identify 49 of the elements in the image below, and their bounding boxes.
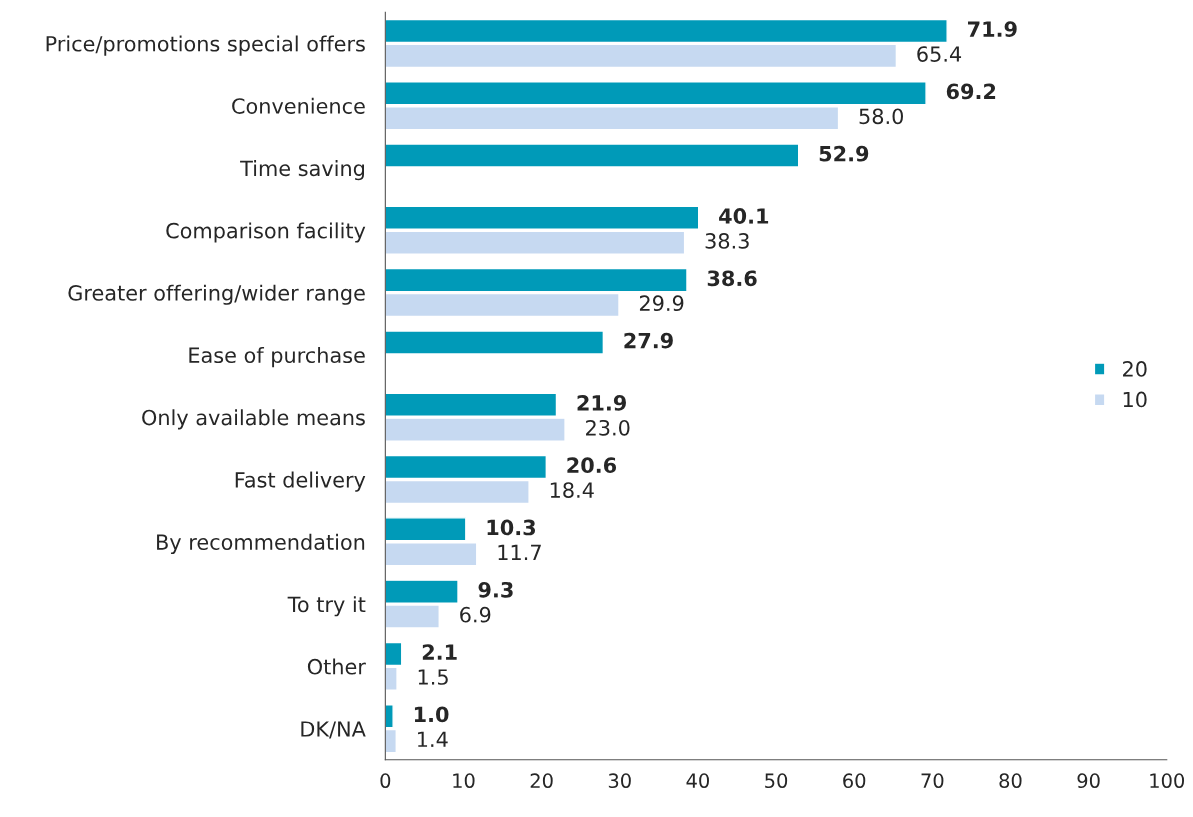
data-label: 1.0 bbox=[414, 706, 449, 723]
data-label: 71.9 bbox=[968, 21, 1017, 37]
x-tick-label: 80 bbox=[999, 773, 1022, 789]
x-tick-label: 10 bbox=[453, 773, 475, 789]
data-label: 20.6 bbox=[567, 457, 617, 474]
y-tick-label: Other bbox=[307, 658, 366, 675]
data-label: 9.3 bbox=[478, 581, 513, 598]
data-label: 58.0 bbox=[859, 108, 904, 125]
data-label: 2.1 bbox=[422, 644, 457, 660]
data-label: 69.2 bbox=[946, 83, 996, 100]
data-label: 1.5 bbox=[418, 669, 448, 685]
bar bbox=[385, 143, 800, 168]
x-tick-label: 70 bbox=[921, 773, 944, 789]
x-tick-label: 50 bbox=[765, 773, 788, 789]
y-tick-label: Ease of purchase bbox=[189, 346, 365, 368]
x-tick-label: 60 bbox=[843, 773, 866, 789]
y-tick-label: By recommendation bbox=[157, 533, 365, 555]
x-tick-label: 100 bbox=[1150, 773, 1185, 789]
y-tick-label: Comparison facility bbox=[166, 222, 366, 243]
x-tick-label: 30 bbox=[608, 773, 631, 789]
data-label: 52.9 bbox=[819, 145, 869, 162]
y-tick-label: Fast delivery bbox=[235, 471, 366, 492]
data-label: 38.6 bbox=[707, 270, 757, 287]
x-tick-label: 90 bbox=[1077, 773, 1100, 789]
x-tick-label: 40 bbox=[686, 773, 709, 789]
data-label: 10.3 bbox=[487, 519, 536, 536]
y-tick-label: Greater offering/wider range bbox=[68, 284, 365, 305]
data-label: 23.0 bbox=[586, 419, 630, 436]
y-tick-label: Only available means bbox=[142, 409, 365, 430]
data-label: 1.4 bbox=[418, 731, 448, 747]
data-label: 40.1 bbox=[719, 208, 769, 224]
y-tick-label: To try it bbox=[287, 596, 366, 617]
y-tick-label: Time saving bbox=[240, 160, 364, 181]
data-label: 11.7 bbox=[498, 544, 541, 560]
y-tick-label: Convenience bbox=[232, 97, 365, 114]
data-label: 38.3 bbox=[705, 233, 749, 249]
y-tick-label: Price/promotions special offers bbox=[46, 35, 365, 56]
y-tick-label: DK/NA bbox=[301, 721, 366, 739]
x-tick-label: 20 bbox=[530, 773, 553, 789]
data-label: 65.4 bbox=[917, 46, 962, 62]
data-label: 6.9 bbox=[460, 606, 491, 623]
data-label: 27.9 bbox=[624, 332, 673, 349]
bar bbox=[385, 330, 605, 355]
data-label: 29.9 bbox=[639, 295, 684, 312]
x-tick-label: 0 bbox=[380, 773, 391, 789]
data-label: 18.4 bbox=[550, 482, 594, 498]
data-label: 21.9 bbox=[577, 395, 626, 411]
legend-label: 10 bbox=[1123, 391, 1147, 408]
legend-label: 20 bbox=[1123, 361, 1147, 377]
